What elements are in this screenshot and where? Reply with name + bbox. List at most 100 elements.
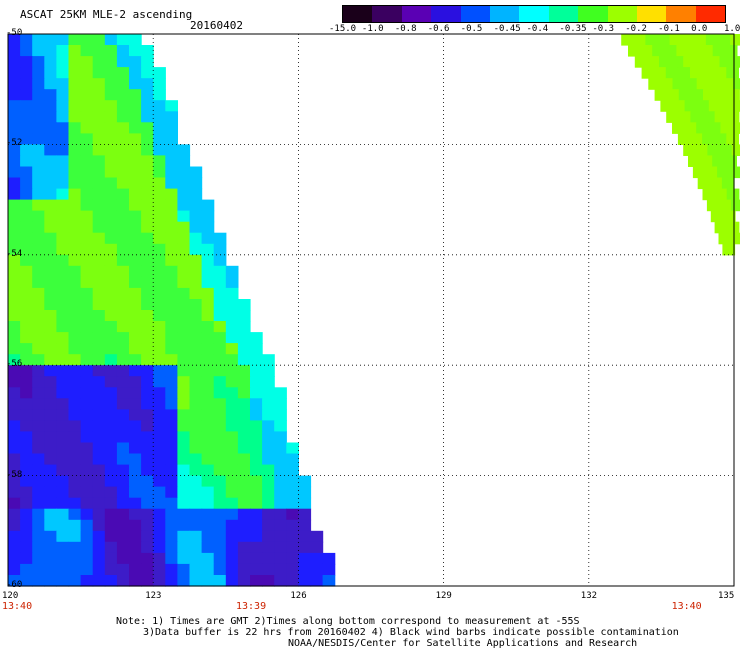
swath-cell [177,177,191,190]
y-tick-label: -50 [6,28,23,38]
swath-cell [68,188,82,201]
colorbar-swatch [372,6,402,22]
swath-cell [262,420,275,432]
swath-cell [104,508,118,521]
swath-cell [80,508,94,521]
swath-cell [20,376,33,388]
swath-cell [32,276,45,289]
swath-cell [68,354,82,366]
swath-cell [250,552,263,565]
swath-cell [225,486,239,499]
swath-cell [56,409,70,421]
swath-cell [153,177,166,190]
swath-cell [80,155,94,167]
swath-cell [141,56,154,68]
swath-cell [80,464,94,477]
swath-cell [92,210,106,223]
swath-cell [213,409,227,421]
swath-cell [286,519,299,532]
swath-cell [141,321,154,333]
swath-cell [32,497,45,510]
swath-cell [116,486,130,499]
swath-cell [104,221,118,234]
colorbar-label: -0.6 [427,24,450,34]
swath-cell [213,310,227,322]
swath-cell [8,177,21,190]
swath-cell [116,56,130,68]
swath-cell [104,188,118,201]
swath-cell [68,343,82,355]
swath-cell [201,332,215,344]
swath-cell [20,232,33,245]
swath-cell [683,56,696,68]
swath-cell [32,34,45,46]
swath-cell [165,210,178,223]
y-tick-label: -58 [6,469,23,480]
swath-cell [80,89,94,101]
swath-cell [8,365,21,377]
swath-cell [56,133,70,145]
swath-cell [165,321,178,333]
swath-cell [141,453,154,466]
swath-cell [201,243,215,256]
swath-cell [80,387,94,399]
swath-cell [8,265,21,278]
swath-cell [68,287,82,300]
colorbar-label: -0.5 [460,24,483,34]
swath-cell [177,232,191,245]
swath-cell [129,321,142,333]
swath-cell [92,111,106,123]
swath-cell [286,530,299,543]
swath-cell [8,111,21,123]
swath-cell [129,519,142,532]
swath-cell [20,464,33,477]
swath-cell [8,166,21,179]
swath-cell [56,354,70,366]
swath-cell [20,78,33,90]
swath-cell [68,299,82,311]
swath-cell [80,310,94,322]
swath-cell [8,254,21,267]
swath-cell [683,144,696,156]
swath-cell [201,276,215,289]
chart-date: 20160402 [190,19,243,32]
swath-cell [153,541,166,554]
swath-cell [237,497,251,510]
swath-cell [695,144,708,156]
swath-cell [8,497,21,510]
swath-cell [201,210,215,223]
swath-cell [44,541,57,554]
swath-cell [726,111,740,123]
swath-cell [8,332,21,344]
swath-cell [116,155,130,167]
swath-cell [714,67,727,79]
swath-cell [92,475,106,488]
swath-cell [177,398,191,410]
swath-cell [177,508,191,521]
swath-cell [104,310,118,322]
swath-cell [177,563,191,576]
swath-cell [189,575,203,587]
swath-cell [56,299,70,311]
swath-cell [92,177,106,190]
swath-cell [708,122,721,134]
swath-cell [177,464,191,477]
swath-cell [32,519,45,532]
swath-cell [153,508,166,521]
swath-cell [310,575,324,587]
swath-cell [177,210,191,223]
swath-cell [129,376,142,388]
swath-cell [56,166,70,179]
swath-cell [80,34,94,46]
swath-cell [32,89,45,101]
swath-cell [177,343,191,355]
swath-cell [165,519,178,532]
swath-cell [141,243,154,256]
swath-cell [165,475,178,488]
swath-cell [20,210,33,223]
colorbar-swatch [666,6,696,22]
swath-cell [250,530,263,543]
swath-cell [165,287,178,300]
swath-cell [92,122,106,134]
swath-cell [225,310,239,322]
